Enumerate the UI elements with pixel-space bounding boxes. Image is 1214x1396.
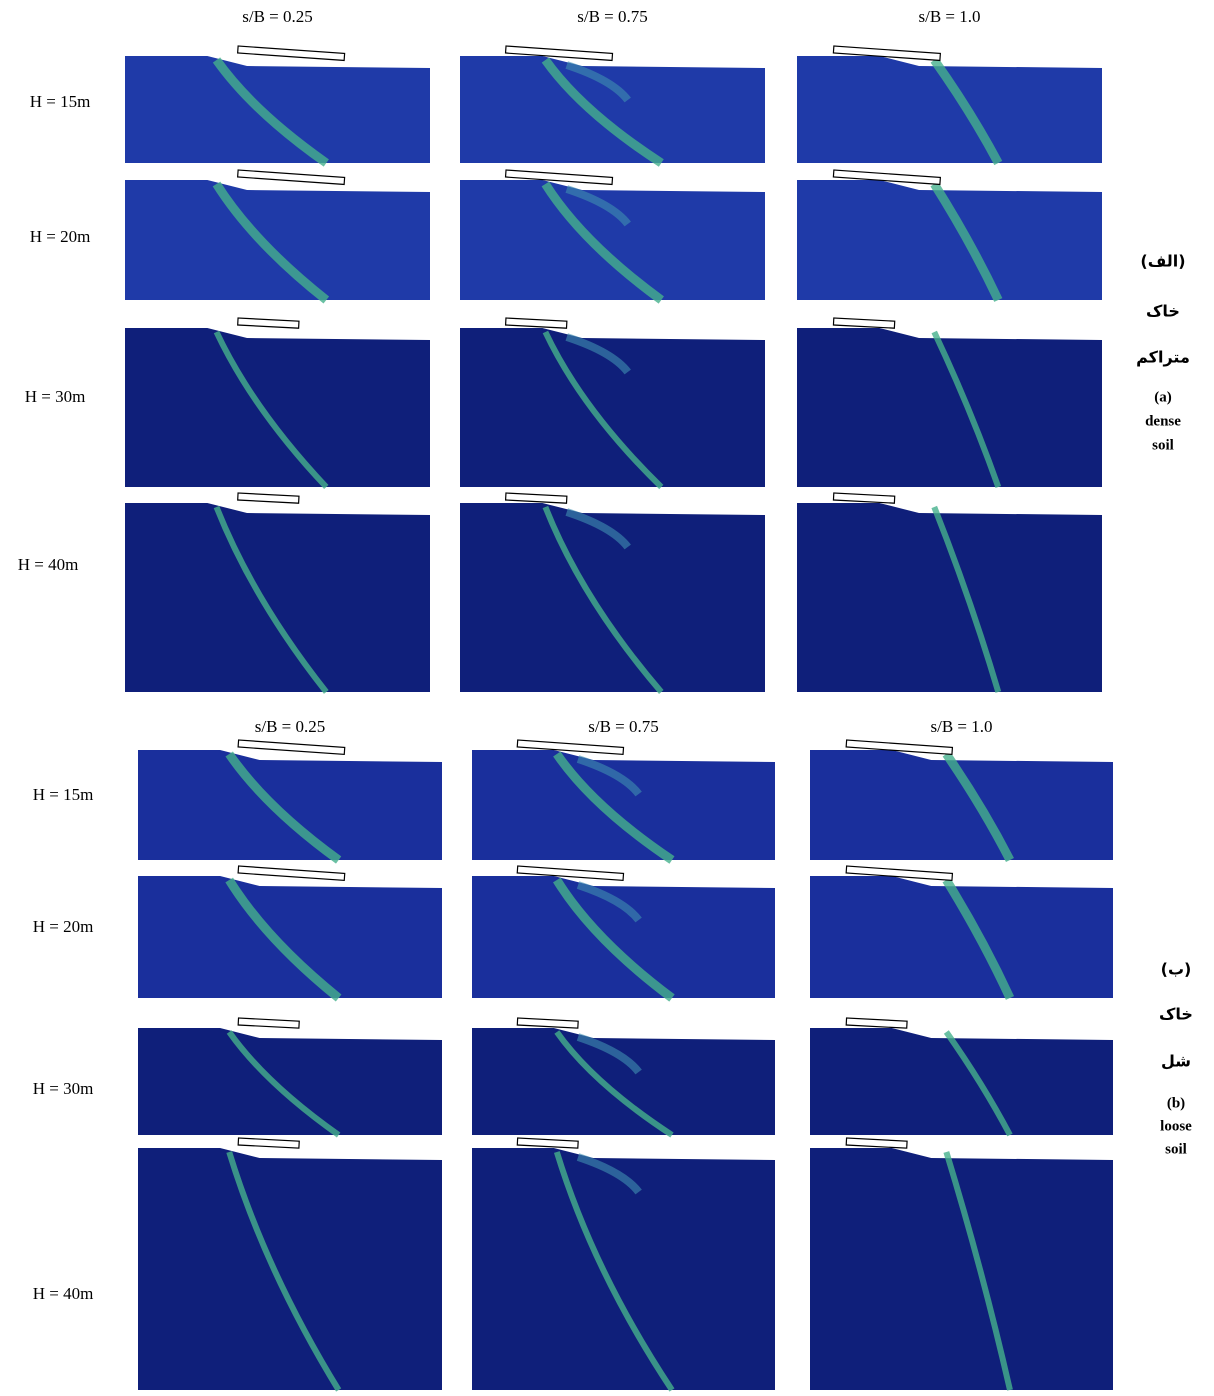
footing [238,170,345,184]
simulation-panel [125,170,430,300]
row-label: H = 40m [18,555,79,574]
simulation-panel [460,493,765,692]
footing [506,493,567,503]
simulation-panel [138,866,442,998]
simulation-panel [797,170,1102,300]
soil-mesh [460,180,765,300]
row-label: H = 15m [33,785,94,804]
soil-mesh [472,1148,775,1390]
soil-mesh [138,1028,442,1135]
simulation-panel [797,493,1102,692]
simulation-panel [797,318,1102,487]
soil-mesh [797,503,1102,692]
footing [833,493,894,503]
simulation-panel [472,1138,775,1390]
simulation-panel [125,46,430,163]
row-label: H = 40m [33,1284,94,1303]
side-label-fa: (الف) [1140,252,1185,271]
row-label: H = 15m [30,92,91,111]
footing [238,1018,299,1028]
column-header: s/B = 1.0 [930,717,992,736]
simulation-panel [472,1018,775,1135]
side-label-en: (a) [1154,389,1172,405]
soil-mesh [125,503,430,692]
side-label-en: soil [1152,437,1174,453]
footing [238,740,345,754]
row-label: H = 30m [25,387,86,406]
column-header: s/B = 0.75 [588,717,659,736]
footing [506,318,567,328]
simulation-panel [138,740,442,860]
soil-mesh [460,56,765,163]
side-label-fa: (ب) [1161,960,1192,979]
footing [517,1138,578,1148]
side-label-fa: متراکم [1136,348,1190,367]
footing [238,46,345,60]
soil-mesh [138,1148,442,1390]
simulation-panel [810,1018,1113,1135]
side-label-fa: خاک [1146,302,1180,321]
soil-mesh [472,750,775,860]
row-label: H = 20m [30,227,91,246]
soil-mesh [138,750,442,860]
column-header: s/B = 0.25 [242,7,313,26]
simulation-panel [460,46,765,163]
soil-mesh [460,328,765,487]
side-label-en: loose [1160,1118,1192,1134]
side-label-en: dense [1145,413,1181,429]
soil-mesh [797,328,1102,487]
soil-mesh [810,1148,1113,1390]
simulation-panel [472,866,775,998]
simulation-panel [460,318,765,487]
soil-mesh [810,1028,1113,1135]
soil-mesh [125,56,430,163]
column-header: s/B = 0.25 [255,717,326,736]
soil-mesh [125,180,430,300]
footing [238,866,345,880]
soil-mesh [797,180,1102,300]
soil-mesh [472,876,775,998]
row-label: H = 20m [33,917,94,936]
soil-mesh [810,750,1113,860]
simulation-panel [810,740,1113,860]
soil-mesh [125,328,430,487]
column-header: s/B = 1.0 [918,7,980,26]
simulation-panel [810,866,1113,998]
side-label-fa: خاک [1159,1005,1193,1024]
simulation-panel [797,46,1102,163]
footing [517,1018,578,1028]
footing [846,1138,907,1148]
side-label-en: (b) [1167,1095,1185,1111]
simulation-panel [810,1138,1113,1390]
simulation-panel [138,1018,442,1135]
column-header: s/B = 0.75 [577,7,648,26]
simulation-panel [125,493,430,692]
simulation-panel [472,740,775,860]
soil-mesh [797,56,1102,163]
footing [238,493,299,503]
simulation-panel [460,170,765,300]
row-label: H = 30m [33,1079,94,1098]
footing [833,318,894,328]
simulation-panel [125,318,430,487]
side-label-fa: شل [1161,1052,1191,1071]
footing [238,318,299,328]
simulation-panel [138,1138,442,1390]
soil-mesh [810,876,1113,998]
footing [238,1138,299,1148]
soil-mesh [138,876,442,998]
side-label-en: soil [1165,1141,1187,1157]
footing [846,1018,907,1028]
soil-mesh [472,1028,775,1135]
figure: s/B = 0.25 s/B = 0.75 s/B = 1.0 H = 15m H = … [0,0,1214,1396]
